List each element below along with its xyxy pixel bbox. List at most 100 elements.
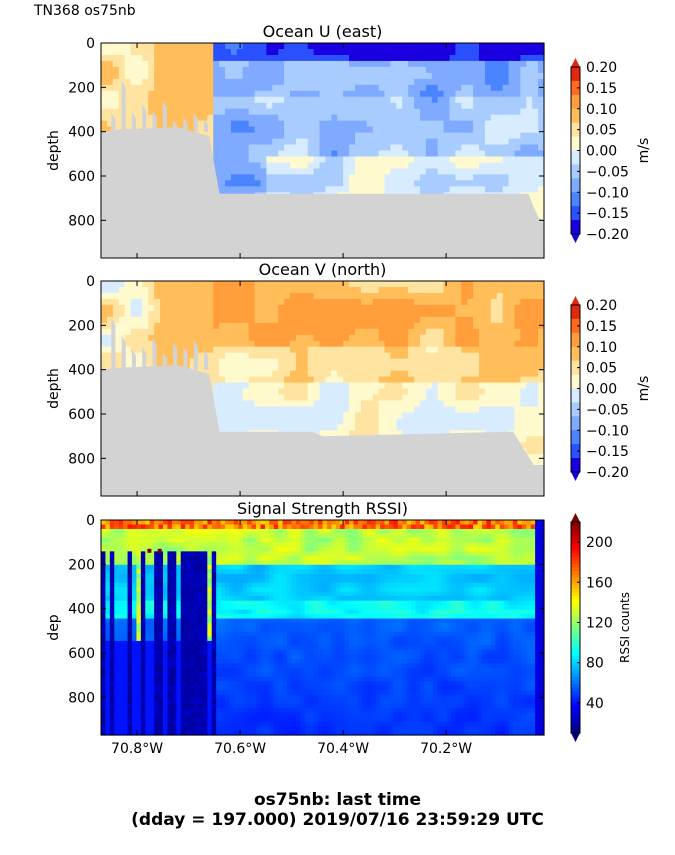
colorbar-swatch [571, 178, 580, 193]
heatmap-cell [213, 150, 220, 158]
heatmap-cell [455, 174, 462, 181]
heatmap-cell [101, 108, 108, 116]
heatmap-cell [307, 66, 315, 74]
heatmap-cell [443, 162, 451, 170]
heatmap-cell [154, 358, 161, 366]
heatmap-cell [242, 72, 250, 80]
heatmap-cell [189, 84, 197, 92]
heatmap-cell [396, 430, 403, 437]
heatmap-cell [154, 316, 161, 324]
heatmap-cell [284, 334, 291, 342]
heatmap-cell [266, 43, 273, 50]
heatmap-cell [148, 72, 155, 80]
heatmap-cell [360, 412, 368, 419]
heatmap-cell [408, 48, 415, 56]
heatmap-cell [242, 84, 250, 92]
heatmap-cell [508, 144, 516, 152]
colorbar-swatch [571, 80, 580, 96]
heatmap-cell [165, 102, 173, 110]
heatmap-cell [148, 60, 155, 68]
heatmap-cell [106, 43, 114, 50]
heatmap-cell [354, 286, 362, 294]
heatmap-cell [425, 304, 433, 312]
heatmap-cell [461, 43, 468, 50]
heatmap-cell [449, 120, 456, 128]
heatmap-cell [337, 102, 344, 110]
heatmap-cell [408, 316, 415, 324]
heatmap-cell [183, 328, 191, 336]
heatmap-cell [106, 364, 114, 372]
heatmap-cell [467, 114, 474, 122]
heatmap-cell [378, 340, 386, 348]
heatmap-cell [313, 346, 321, 354]
heatmap-cell [236, 328, 244, 336]
heatmap-cell [106, 322, 114, 330]
heatmap-cell [248, 168, 256, 175]
heatmap-cell [112, 78, 120, 86]
heatmap-cell [414, 90, 421, 98]
heatmap-cell [372, 292, 380, 300]
heatmap-cell [425, 370, 433, 378]
heatmap-cell [337, 150, 344, 158]
heatmap-cell [242, 96, 250, 104]
heatmap-cell [408, 72, 415, 80]
heatmap-cell [201, 60, 208, 68]
heatmap-cell [112, 108, 120, 116]
heatmap-cell [148, 328, 155, 336]
heatmap-cell [425, 126, 433, 134]
heatmap-cell [254, 286, 262, 294]
heatmap-cell [343, 66, 350, 74]
heatmap-cell [443, 340, 451, 348]
heatmap-cell [337, 310, 344, 318]
heatmap-cell [414, 281, 421, 288]
heatmap-cell [372, 358, 380, 366]
heatmap-cell [295, 174, 303, 181]
heatmap-cell [313, 310, 321, 318]
heatmap-cell [189, 358, 197, 366]
heatmap-cell [360, 162, 368, 170]
heatmap-cell [508, 120, 516, 128]
heatmap-cell [225, 138, 232, 146]
heatmap-cell [154, 43, 161, 50]
heatmap-cell [402, 382, 409, 390]
heatmap-cell [290, 376, 297, 384]
heatmap-cell [319, 322, 327, 330]
heatmap-cell [154, 90, 161, 98]
heatmap-cell [467, 108, 474, 116]
heatmap-cell [284, 54, 291, 62]
heatmap-cell [201, 346, 208, 354]
heatmap-cell [248, 132, 256, 140]
heatmap-cell [101, 316, 108, 324]
heatmap-cell [307, 150, 315, 158]
heatmap-cell [343, 78, 350, 86]
heatmap-cell [260, 364, 267, 372]
heatmap-cell [295, 340, 303, 348]
heatmap-cell [354, 382, 362, 390]
heatmap-cell [449, 48, 456, 56]
heatmap-cell [390, 102, 397, 110]
heatmap-cell [290, 60, 297, 68]
heatmap-cell [219, 54, 226, 62]
heatmap-cell [337, 281, 344, 288]
heatmap-cell [372, 418, 380, 425]
heatmap-cell [307, 168, 315, 175]
heatmap-cell [225, 120, 232, 128]
colorbar-tick-label: 0.20 [586, 60, 617, 76]
heatmap-cell [425, 334, 433, 342]
heatmap-cell [337, 108, 344, 116]
heatmap-cell [437, 424, 445, 431]
heatmap-cell [136, 322, 143, 330]
heatmap-cell [366, 66, 374, 74]
heatmap-cell [414, 66, 421, 74]
heatmap-cell [230, 364, 238, 372]
heatmap-cell [538, 43, 545, 50]
heatmap-cell [142, 54, 149, 62]
heatmap-cell [431, 72, 439, 80]
heatmap-cell [425, 418, 433, 425]
heatmap-cell [272, 304, 279, 312]
heatmap-cell [331, 316, 338, 324]
heatmap-cell [213, 334, 220, 342]
heatmap-cell [242, 174, 250, 181]
heatmap-cell [502, 114, 510, 122]
heatmap-cell [408, 304, 415, 312]
